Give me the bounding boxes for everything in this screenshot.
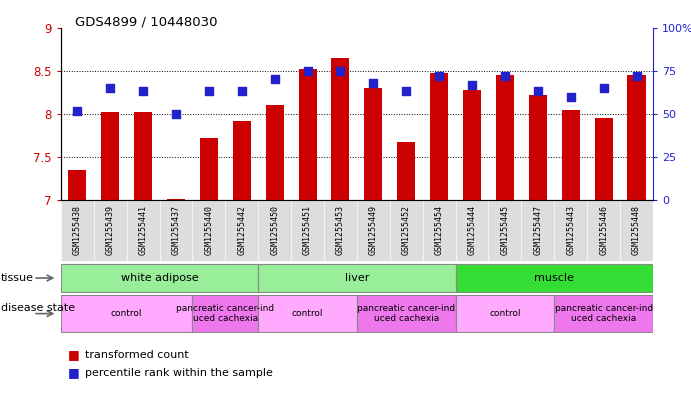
Text: control: control: [292, 309, 323, 318]
Point: [401, 88, 412, 95]
Bar: [594, 118, 613, 200]
Bar: [332, 58, 350, 200]
Text: disease state: disease state: [1, 303, 75, 313]
FancyBboxPatch shape: [455, 295, 554, 332]
Bar: [562, 110, 580, 200]
FancyBboxPatch shape: [258, 264, 455, 292]
Text: GSM1255450: GSM1255450: [270, 205, 279, 255]
Bar: [101, 112, 120, 200]
FancyBboxPatch shape: [61, 295, 192, 332]
Text: GSM1255441: GSM1255441: [139, 205, 148, 255]
Text: GSM1255443: GSM1255443: [566, 205, 575, 255]
Text: pancreatic cancer-ind
uced cachexia: pancreatic cancer-ind uced cachexia: [555, 304, 653, 323]
Text: liver: liver: [345, 273, 369, 283]
Point: [138, 88, 149, 95]
Text: GSM1255453: GSM1255453: [336, 205, 345, 255]
Text: GSM1255452: GSM1255452: [401, 205, 410, 255]
Bar: [364, 88, 382, 200]
Point: [335, 68, 346, 74]
Bar: [233, 121, 251, 200]
Bar: [265, 105, 284, 200]
Text: GSM1255444: GSM1255444: [468, 205, 477, 255]
Point: [72, 107, 83, 114]
Point: [565, 94, 576, 100]
Point: [368, 80, 379, 86]
Point: [598, 85, 609, 91]
Point: [532, 88, 543, 95]
Bar: [496, 75, 514, 200]
Text: ■: ■: [68, 366, 79, 379]
Point: [104, 85, 115, 91]
Bar: [529, 95, 547, 200]
Text: white adipose: white adipose: [121, 273, 198, 283]
Text: muscle: muscle: [534, 273, 574, 283]
FancyBboxPatch shape: [61, 264, 258, 292]
Bar: [627, 75, 645, 200]
Bar: [397, 141, 415, 200]
Text: tissue: tissue: [1, 273, 34, 283]
FancyBboxPatch shape: [192, 295, 258, 332]
Bar: [167, 199, 185, 200]
Text: GSM1255445: GSM1255445: [500, 205, 509, 255]
FancyBboxPatch shape: [357, 295, 455, 332]
Text: control: control: [489, 309, 521, 318]
Point: [203, 88, 214, 95]
Point: [302, 68, 313, 74]
Point: [500, 73, 511, 79]
FancyBboxPatch shape: [258, 295, 357, 332]
Text: pancreatic cancer-ind
uced cachexia: pancreatic cancer-ind uced cachexia: [357, 304, 455, 323]
FancyBboxPatch shape: [455, 264, 653, 292]
Bar: [68, 170, 86, 200]
Bar: [463, 90, 481, 200]
Text: GSM1255451: GSM1255451: [303, 205, 312, 255]
Text: pancreatic cancer-ind
uced cachexia: pancreatic cancer-ind uced cachexia: [176, 304, 274, 323]
Text: GSM1255439: GSM1255439: [106, 205, 115, 255]
Text: GDS4899 / 10448030: GDS4899 / 10448030: [75, 16, 217, 29]
Text: GSM1255438: GSM1255438: [73, 205, 82, 255]
Bar: [299, 69, 316, 200]
Text: GSM1255448: GSM1255448: [632, 205, 641, 255]
Point: [466, 81, 477, 88]
Point: [631, 73, 642, 79]
Bar: [134, 112, 152, 200]
Bar: [430, 73, 448, 200]
Point: [236, 88, 247, 95]
Text: control: control: [111, 309, 142, 318]
Text: GSM1255454: GSM1255454: [435, 205, 444, 255]
Text: percentile rank within the sample: percentile rank within the sample: [85, 367, 273, 378]
Text: GSM1255442: GSM1255442: [237, 205, 246, 255]
Text: ■: ■: [68, 348, 79, 362]
Point: [269, 76, 280, 83]
Text: GSM1255446: GSM1255446: [599, 205, 608, 255]
Text: GSM1255447: GSM1255447: [533, 205, 542, 255]
Text: GSM1255449: GSM1255449: [369, 205, 378, 255]
Text: transformed count: transformed count: [85, 350, 189, 360]
FancyBboxPatch shape: [554, 295, 653, 332]
Bar: [200, 138, 218, 200]
Text: GSM1255440: GSM1255440: [205, 205, 214, 255]
Point: [171, 111, 182, 117]
Text: GSM1255437: GSM1255437: [171, 205, 180, 255]
Point: [434, 73, 445, 79]
